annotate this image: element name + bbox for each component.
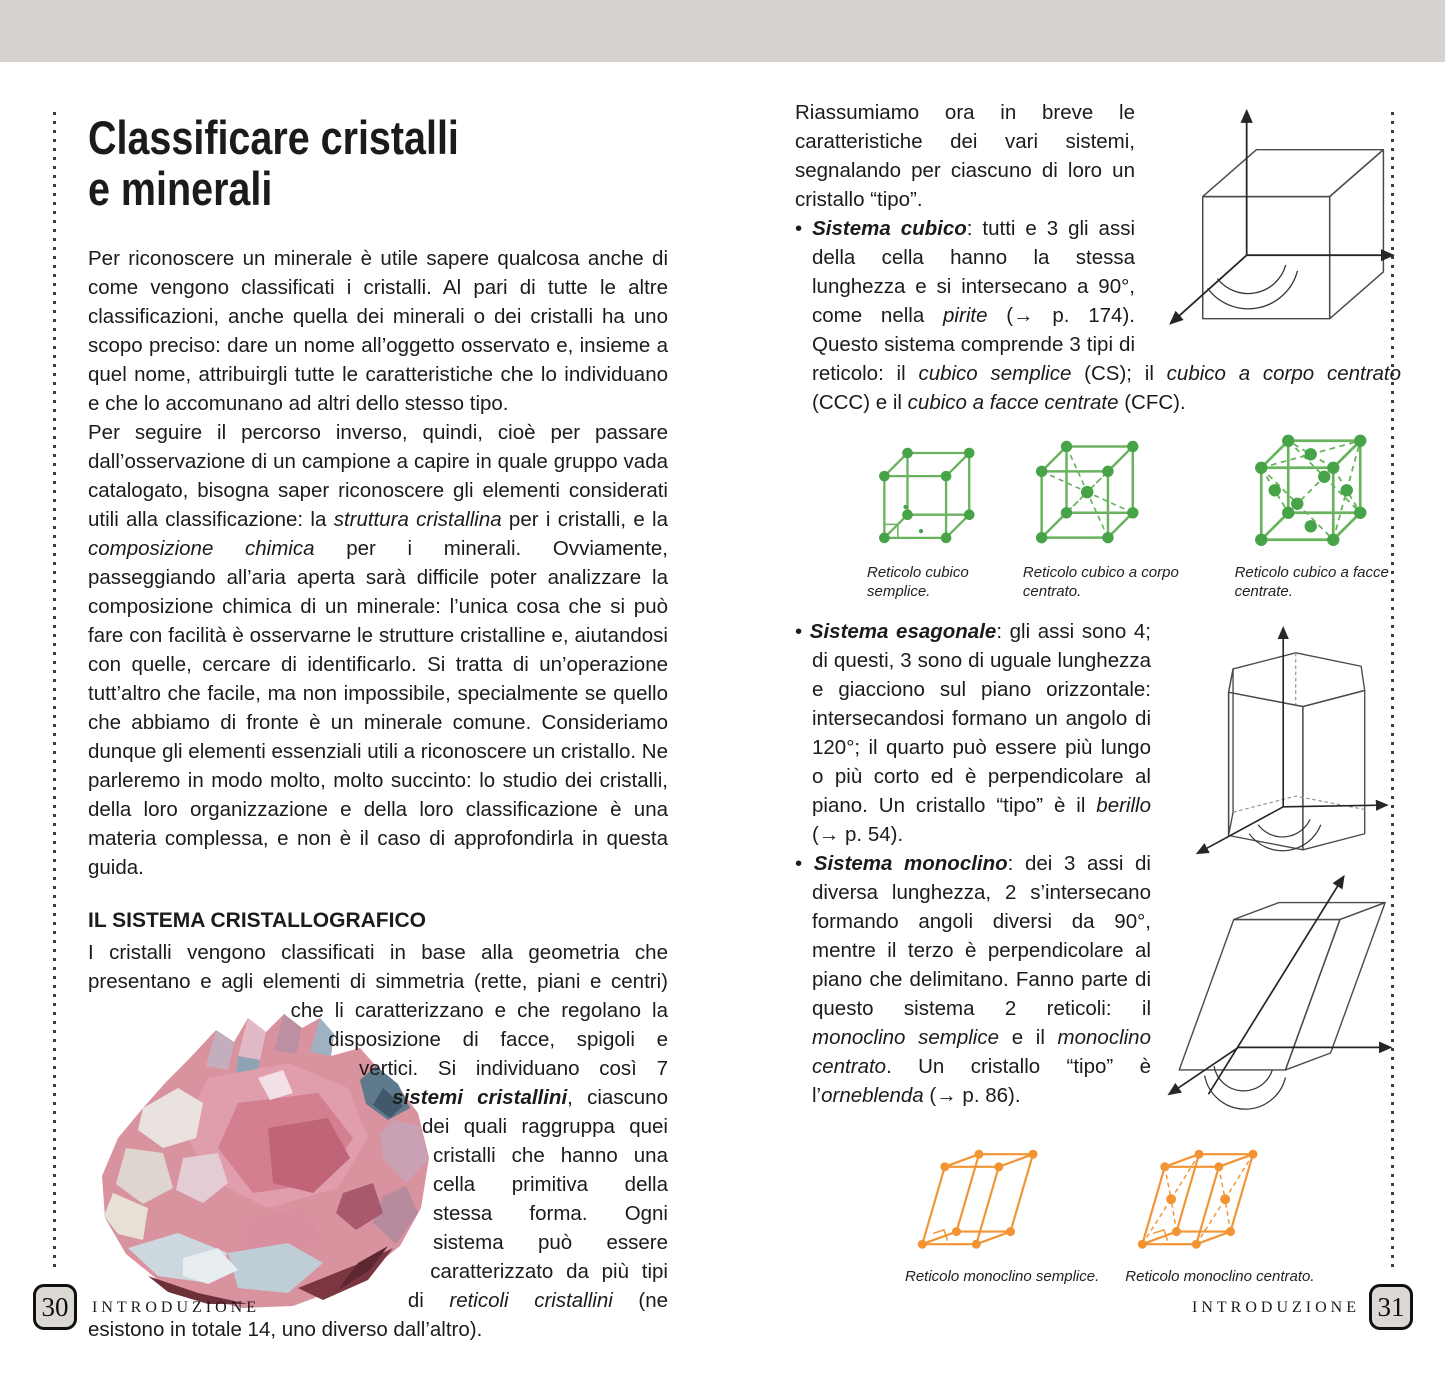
caption-monoclinic-simple: Reticolo monoclino semplice. (905, 1268, 1100, 1285)
right-page-column: Riassumiamo ora in breve le caratteristi… (795, 98, 1401, 1286)
caption-cubic-face-centered: Reticolo cubico a facce centrate. (1234, 564, 1389, 600)
systems-diagram-column (1151, 617, 1401, 1110)
monoclinic-centered-lattice-svg (1138, 1149, 1258, 1249)
cubic-cell-diagram (1149, 98, 1401, 344)
left-page-number: 30 (41, 1291, 69, 1322)
cubic-system-block: Riassumiamo ora in breve le caratteristi… (795, 98, 1401, 417)
right-page-number-box: 31 (1369, 1284, 1413, 1330)
caption-cubic-simple: Reticolo cubico semplice. (867, 564, 969, 600)
lattice-monoclinic-simple: Reticolo monoclino semplice. (905, 1120, 1099, 1286)
classification-paragraph: Per seguire il percorso inverso, quindi,… (88, 421, 668, 879)
bullet-sistema-esagonale: • Sistema esagonale: gli assi sono 4; di… (795, 620, 1151, 846)
lattice-monoclinic-centered: Reticolo monoclino centrato. (1125, 1120, 1315, 1286)
right-footer-label: INTRODUZIONE (1192, 1299, 1360, 1316)
bullet-sistema-cubico: • Sistema cubico: tutti e 3 gli assi del… (795, 217, 1402, 414)
left-page-dotted-border (53, 112, 56, 1270)
cubic-lattice-row: Reticolo cubico semplice. (867, 425, 1401, 601)
title-line-1: Classificare cristalli (88, 111, 459, 164)
systems-text-column: • Sistema esagonale: gli assi sono 4; di… (795, 617, 1151, 1110)
monoclinic-lattice-row: Reticolo monoclino semplice. (905, 1120, 1401, 1286)
title-line-2: e minerali (88, 162, 273, 215)
lattice-cubic-face-centered: Reticolo cubico a facce centrate. (1235, 425, 1401, 601)
right-page-number: 31 (1377, 1291, 1405, 1322)
rose-quartz-illustration (102, 1014, 429, 1308)
left-page-number-box: 30 (33, 1284, 77, 1330)
lattice-cubic-simple: Reticolo cubico semplice. (867, 436, 997, 601)
left-footer-label: INTRODUZIONE (92, 1299, 260, 1316)
cubic-body-centered-lattice-svg (1035, 440, 1139, 544)
lattice-cubic-body-centered: Reticolo cubico a corpo centrato. (1023, 429, 1191, 601)
cubic-cell-svg (1169, 108, 1395, 325)
hexagonal-cell-diagram (1195, 626, 1389, 855)
monoclinic-cell-diagram (1167, 874, 1393, 1110)
crystal-system-block: I cristalli vengono classificati in base… (88, 938, 668, 1344)
monoclinic-simple-lattice-svg (917, 1149, 1038, 1249)
caption-cubic-body-centered: Reticolo cubico a corpo centrato. (1022, 564, 1179, 600)
section-heading: IL SISTEMA CRISTALLOGRAFICO (88, 909, 426, 932)
systems-intro-paragraph: Riassumiamo ora in breve le caratteristi… (795, 101, 1135, 211)
left-page-column: Classificare cristalli e minerali Per ric… (88, 112, 668, 1344)
right-page-dotted-border (1391, 112, 1394, 1270)
intro-paragraph: Per riconoscere un minerale è utile sape… (88, 247, 668, 415)
cubic-simple-lattice-svg (879, 447, 975, 544)
hexagonal-monoclinic-block: • Sistema esagonale: gli assi sono 4; di… (795, 617, 1401, 1110)
caption-monoclinic-centered: Reticolo monoclino centrato. (1125, 1268, 1315, 1285)
scan-top-band (0, 0, 1445, 62)
page-title: Classificare cristalli e minerali (88, 112, 575, 214)
bullet-sistema-monoclino: • Sistema monoclino: dei 3 assi di diver… (795, 852, 1151, 1107)
cubic-face-centered-lattice-svg (1254, 434, 1367, 546)
crystal-system-paragraph: I cristalli vengono classificati in base… (88, 941, 669, 1341)
rose-quartz-photo (88, 938, 433, 1313)
